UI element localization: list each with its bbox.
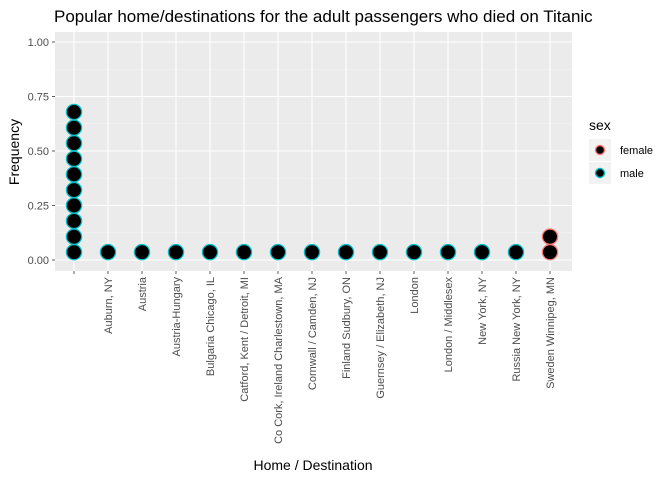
y-tick-label: 0.50 bbox=[28, 146, 49, 158]
x-tick-label: New York, NY bbox=[477, 276, 489, 345]
y-axis-title: Frequency bbox=[6, 119, 22, 185]
x-tick-label: Guernsey / Elizabeth, NJ bbox=[375, 277, 387, 399]
legend: sex female male bbox=[589, 117, 653, 184]
x-tick-label: Sweden Winnipeg, MN bbox=[545, 277, 557, 389]
chart-title: Popular home/destinations for the adult … bbox=[54, 7, 593, 26]
point-male bbox=[133, 243, 151, 261]
point-male bbox=[65, 119, 83, 136]
x-tick-label: Auburn, NY bbox=[103, 276, 115, 334]
data-points bbox=[65, 103, 559, 261]
x-tick-label: Austria bbox=[137, 276, 149, 311]
point-male bbox=[65, 181, 83, 199]
axis-ticks: 0.00 0.25 0.50 0.75 1.00 Auburn, NY Austria Aus… bbox=[28, 37, 557, 444]
point-female bbox=[541, 228, 559, 245]
legend-label-female: female bbox=[620, 145, 653, 157]
legend-label-male: male bbox=[620, 168, 644, 180]
point-male bbox=[65, 212, 83, 230]
x-tick-label: Finland Sudbury, ON bbox=[341, 277, 353, 379]
legend-male-marker bbox=[594, 167, 606, 179]
x-tick-label: Bulgaria Chicago, IL bbox=[205, 277, 217, 376]
point-male bbox=[65, 134, 83, 152]
point-male bbox=[507, 243, 525, 261]
x-tick-label: Austria-Hungary bbox=[171, 277, 183, 357]
y-tick-label: 0.00 bbox=[28, 255, 49, 267]
point-male bbox=[371, 243, 389, 261]
legend-female-marker bbox=[594, 144, 606, 156]
point-male bbox=[269, 243, 287, 261]
point-male bbox=[405, 243, 423, 261]
x-tick-label: Co Cork, Ireland Charlestown, MA bbox=[273, 276, 285, 444]
point-male bbox=[65, 197, 83, 214]
point-male bbox=[303, 243, 321, 261]
y-tick-label: 0.75 bbox=[28, 92, 49, 104]
y-tick-label: 0.25 bbox=[28, 201, 49, 213]
point-male bbox=[201, 243, 219, 261]
x-tick-label: London / Middlesex bbox=[443, 277, 455, 373]
x-tick-label: London bbox=[409, 277, 421, 314]
y-tick-label: 1.00 bbox=[28, 37, 49, 49]
point-male bbox=[337, 243, 355, 261]
point-male bbox=[167, 243, 185, 261]
x-tick-label: Catford, Kent / Detroit, MI bbox=[239, 277, 251, 402]
point-male bbox=[65, 150, 83, 168]
point-male bbox=[473, 243, 491, 261]
x-tick-label: Russia New York, NY bbox=[511, 276, 523, 381]
legend-title: sex bbox=[589, 117, 611, 133]
point-male bbox=[65, 166, 83, 183]
x-axis-title: Home / Destination bbox=[253, 457, 372, 473]
point-male bbox=[439, 243, 457, 261]
x-tick-label: Cornwall / Camden, NJ bbox=[307, 277, 319, 390]
point-male bbox=[65, 103, 83, 121]
point-male bbox=[235, 243, 253, 261]
point-male bbox=[99, 243, 117, 261]
point-female bbox=[541, 243, 559, 261]
point-male bbox=[65, 228, 83, 245]
point-male bbox=[65, 243, 83, 261]
